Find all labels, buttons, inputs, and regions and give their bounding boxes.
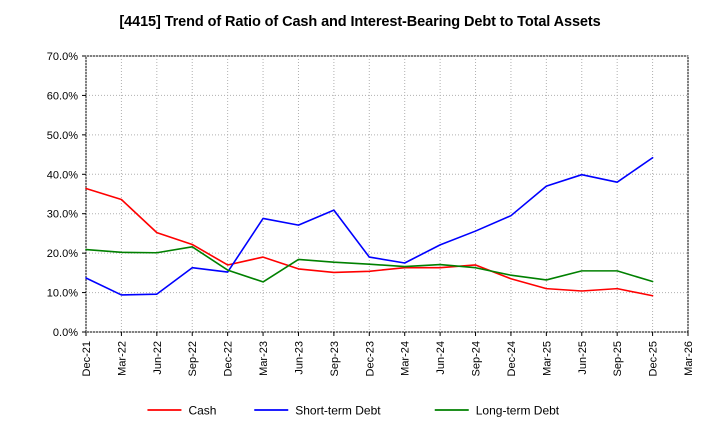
y-axis-tick-label: 10.0% xyxy=(47,288,78,300)
series-line-short-term-debt xyxy=(85,156,654,296)
y-axis-tick-label: 60.0% xyxy=(47,90,78,102)
x-axis-tick-label: Sep-25 xyxy=(612,341,624,376)
x-axis-tick-label: Sep-24 xyxy=(471,341,483,376)
x-axis-tick-label: Mar-25 xyxy=(541,341,553,376)
x-axis-tick-label: Jun-24 xyxy=(435,341,447,375)
x-axis-tick-label: Dec-22 xyxy=(223,341,235,376)
x-axis-tick-label: Sep-23 xyxy=(329,341,341,376)
x-axis-tick-label: Mar-22 xyxy=(116,341,128,376)
x-axis-tick-label: Jun-22 xyxy=(152,341,164,375)
legend-label-0: Cash xyxy=(188,404,216,418)
x-axis-tick-label: Dec-23 xyxy=(364,341,376,376)
y-axis-tick-label: 70.0% xyxy=(47,51,78,63)
y-axis-tick-label: 0.0% xyxy=(53,327,78,339)
legend-label-1: Short-term Debt xyxy=(295,404,381,418)
x-axis-tick-label: Mar-23 xyxy=(258,341,270,376)
x-axis-tick-label: Jun-23 xyxy=(293,341,305,375)
legend-label-2: Long-term Debt xyxy=(476,404,560,418)
series-line-long-term-debt xyxy=(85,246,654,283)
x-axis-tick-label: Dec-21 xyxy=(81,341,93,376)
chart-title: [4415] Trend of Ratio of Cash and Intere… xyxy=(119,14,601,30)
y-axis-tick-label: 50.0% xyxy=(47,130,78,142)
x-axis-tick-label: Mar-24 xyxy=(400,341,412,376)
y-axis-tick-label: 30.0% xyxy=(47,209,78,221)
x-axis-tick-label: Dec-24 xyxy=(506,341,518,376)
y-axis-tick-label: 20.0% xyxy=(47,248,78,260)
y-axis-tick-label: 40.0% xyxy=(47,169,78,181)
series-line-cash xyxy=(85,187,654,297)
x-axis-tick-label: Sep-22 xyxy=(187,341,199,376)
x-axis-tick-label: Jun-25 xyxy=(577,341,589,375)
x-axis-tick-label: Mar-26 xyxy=(683,341,695,376)
x-axis-tick-label: Dec-25 xyxy=(648,341,660,376)
